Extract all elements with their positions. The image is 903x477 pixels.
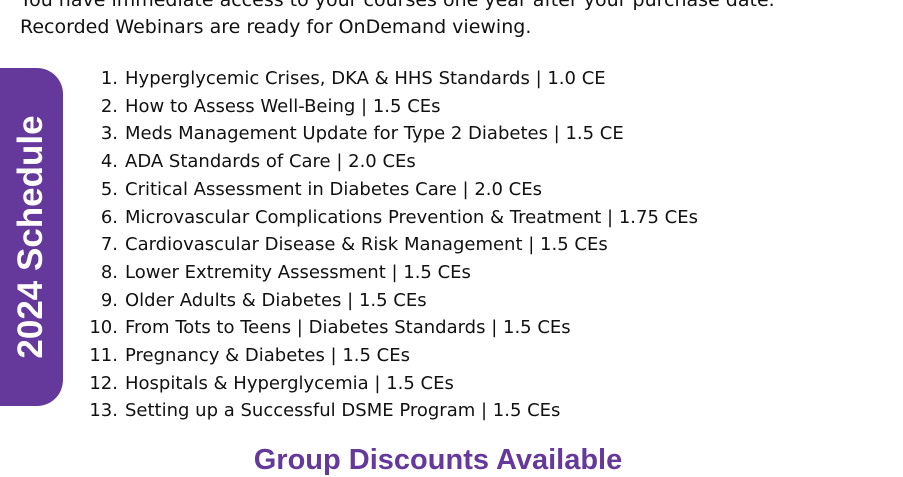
item-text: Hyperglycemic Crises, DKA & HHS Standard…	[125, 68, 606, 89]
side-tab-label: 2024 Schedule	[11, 115, 50, 359]
item-number: 2.	[100, 95, 118, 117]
item-number: 4.	[100, 151, 118, 173]
item-text: Microvascular Complications Prevention &…	[125, 206, 698, 228]
item-text: Older Adults & Diabetes | 1.5 CEs	[125, 289, 427, 311]
item-number: 5.	[100, 178, 118, 200]
item-number: 9.	[100, 289, 118, 311]
page: You have immediate access to your course…	[0, 0, 775, 476]
intro-line: You have immediate access to your course…	[20, 0, 775, 11]
item-text: Critical Assessment in Diabetes Care | 2…	[125, 178, 542, 200]
item-text: How to Assess Well-Being | 1.5 CEs	[125, 95, 441, 117]
item-text: Pregnancy & Diabetes | 1.5 CEs	[125, 345, 410, 366]
intro-line: Recorded Webinars are ready for OnDemand…	[20, 16, 532, 38]
item-text: Lower Extremity Assessment | 1.5 CEs	[125, 261, 471, 283]
item-number: 1.	[100, 68, 118, 89]
item-number: 8.	[100, 261, 118, 283]
item-number: 6.	[100, 206, 118, 228]
item-text: Meds Management Update for Type 2 Diabet…	[125, 123, 624, 145]
item-text: Hospitals & Hyperglycemia | 1.5 CEs	[125, 372, 454, 394]
item-text: Cardiovascular Disease & Risk Management…	[125, 234, 608, 256]
item-number: 12.	[89, 372, 118, 394]
item-text: ADA Standards of Care | 2.0 CEs	[125, 151, 416, 173]
item-number: 7.	[100, 234, 118, 256]
item-number: 11.	[89, 345, 118, 366]
item-text: From Tots to Teens | Diabetes Standards …	[125, 317, 571, 339]
item-text: Setting up a Successful DSME Program | 1…	[125, 400, 561, 422]
side-tab: 2024 Schedule	[0, 68, 63, 406]
item-number: 10.	[89, 317, 118, 339]
item-number: 3.	[100, 123, 118, 145]
footer-heading: Group Discounts Available	[253, 444, 623, 476]
item-number: 13.	[89, 400, 118, 422]
